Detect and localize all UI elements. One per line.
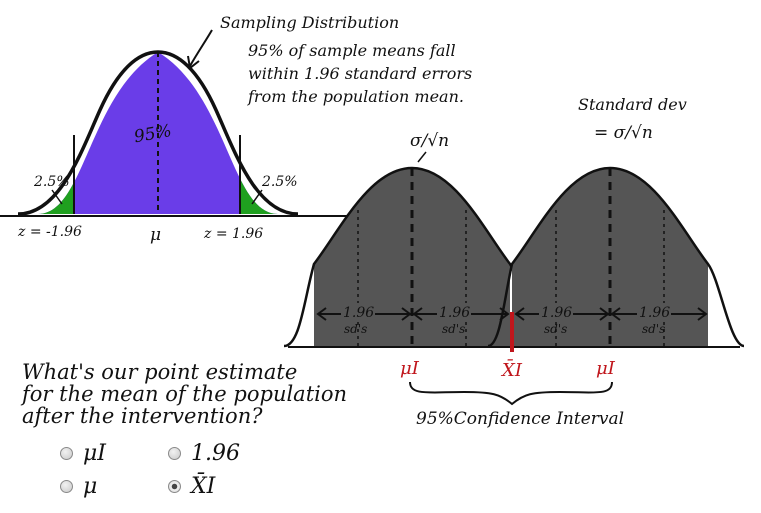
radio-option-1-96[interactable] bbox=[168, 447, 181, 460]
radio-option-mu-i[interactable] bbox=[60, 447, 73, 460]
interval-unit-1: sd's bbox=[344, 322, 367, 336]
radio-option-xbar-i[interactable] bbox=[168, 480, 181, 493]
se-label: σ/√n bbox=[410, 131, 449, 151]
mu-i-label-left: μI bbox=[400, 358, 420, 379]
sampling-desc-line-1: 95% of sample means fall bbox=[248, 41, 456, 60]
ci-label: 95%Confidence Interval bbox=[416, 409, 624, 429]
xbar-i-label: X̄I bbox=[500, 358, 523, 381]
option-label: X̄I bbox=[191, 474, 216, 499]
right-tail-label: 2.5% bbox=[261, 174, 298, 190]
ci-right-curve bbox=[487, 166, 745, 348]
sd-title: Standard dev bbox=[578, 95, 687, 114]
interval-label-1: 1.96 bbox=[343, 305, 374, 321]
z-right-label: z = 1.96 bbox=[203, 226, 263, 242]
interval-label-4: 1.96 bbox=[639, 305, 670, 321]
z-left-label: z = -1.96 bbox=[17, 224, 82, 240]
annotation-arrow bbox=[189, 29, 213, 67]
ci-left-curve bbox=[283, 166, 541, 348]
interval-unit-4: sd's bbox=[642, 322, 665, 336]
interval-unit-3: sd's bbox=[544, 322, 567, 336]
sampling-title: Sampling Distribution bbox=[220, 13, 399, 32]
radio-option-mu[interactable] bbox=[60, 480, 73, 493]
mu-label: μ bbox=[150, 225, 161, 245]
left-tail-label: 2.5% bbox=[33, 174, 70, 190]
option-mu-i[interactable]: μI bbox=[60, 441, 106, 466]
sampling-desc-line-3: from the population mean. bbox=[247, 87, 464, 106]
sd-equation: = σ/√n bbox=[594, 123, 653, 143]
interval-label-3: 1.96 bbox=[541, 305, 572, 321]
mu-i-label-right: μI bbox=[596, 358, 616, 379]
sampling-distribution-curve bbox=[17, 50, 299, 216]
option-label: 1.96 bbox=[191, 441, 240, 466]
option-label: μI bbox=[83, 441, 106, 466]
option-label: μ bbox=[83, 474, 98, 499]
interval-label-2: 1.96 bbox=[439, 305, 470, 321]
left-tail-area bbox=[38, 52, 74, 214]
right-tail-area bbox=[240, 52, 278, 214]
question-line-3: after the intervention? bbox=[22, 404, 263, 428]
option-1-96[interactable]: 1.96 bbox=[168, 441, 240, 466]
question-line-1: What's our point estimate bbox=[22, 360, 298, 384]
option-mu[interactable]: μ bbox=[60, 474, 97, 499]
interval-unit-2: sd's bbox=[442, 322, 465, 336]
sampling-desc-line-2: within 1.96 standard errors bbox=[248, 64, 472, 83]
option-xbar-i[interactable]: X̄I bbox=[168, 474, 215, 499]
ci-brace bbox=[409, 381, 613, 406]
question-line-2: for the mean of the population bbox=[22, 382, 348, 406]
